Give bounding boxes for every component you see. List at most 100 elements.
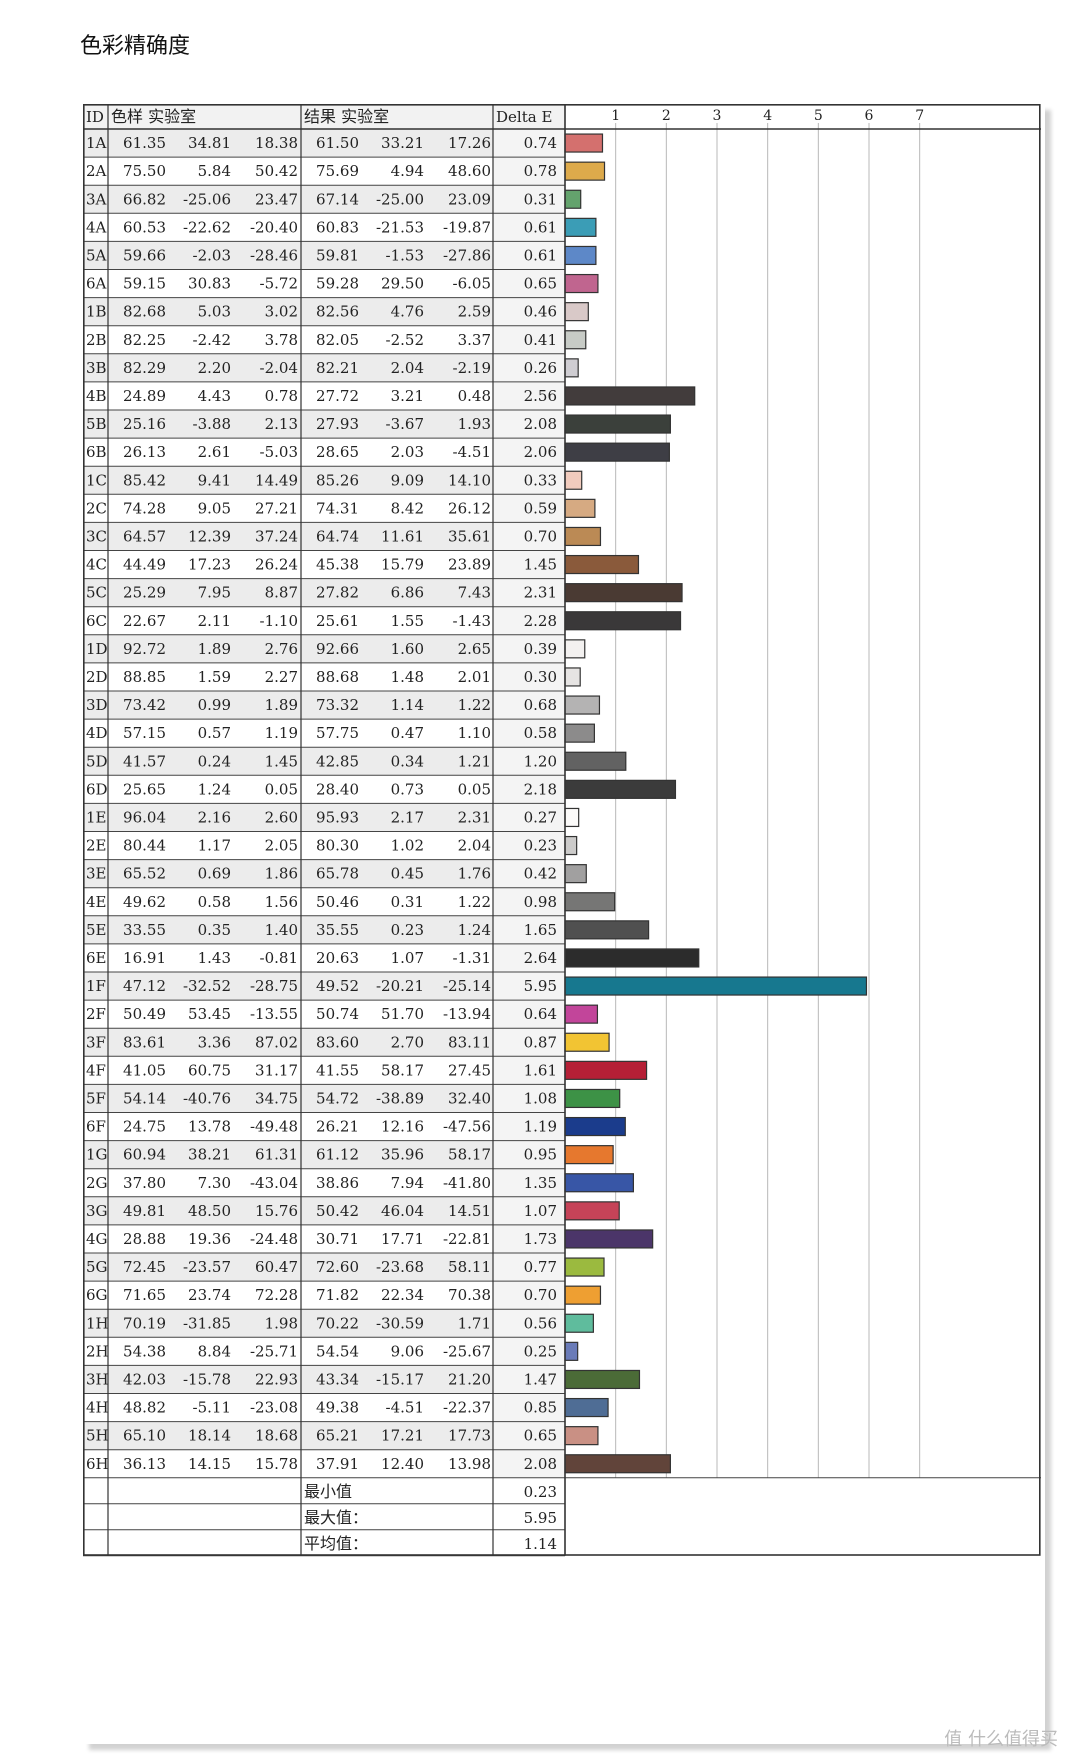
result-lab-value: 0.23	[391, 921, 424, 939]
delta-e-value: 1.73	[524, 1230, 557, 1248]
delta-cell-bg	[493, 157, 565, 186]
sample-lab-value: 22.67	[123, 612, 166, 630]
sample-lab-value: -32.52	[183, 977, 231, 995]
table-row-bg	[83, 494, 493, 523]
sample-lab-value: 48.50	[188, 1202, 231, 1220]
sample-lab-value: 23.47	[255, 190, 298, 208]
result-lab-value: 1.76	[458, 865, 491, 883]
sample-lab-value: 33.55	[123, 921, 166, 939]
row-id: 2H	[86, 1342, 109, 1360]
result-lab-value: 74.31	[316, 499, 359, 517]
result-lab-value: 23.89	[448, 556, 491, 574]
result-lab-value: 0.73	[391, 780, 424, 798]
sample-lab-value: 61.31	[255, 1146, 298, 1164]
delta-e-bar	[564, 948, 700, 968]
table-row-bg	[83, 1140, 493, 1169]
row-id: 3E	[86, 865, 107, 883]
delta-e-value: 0.30	[524, 668, 557, 686]
result-lab-value: -4.51	[386, 1399, 424, 1417]
result-lab-value: 95.93	[316, 809, 359, 827]
sample-lab-value: 59.15	[123, 275, 166, 293]
result-lab-value: 6.86	[391, 584, 424, 602]
sample-lab-value: 14.49	[255, 471, 298, 489]
delta-e-bar	[564, 217, 597, 237]
delta-cell-bg	[493, 1112, 565, 1141]
delta-cell-bg	[493, 438, 565, 467]
result-lab-value: 82.56	[316, 303, 359, 321]
delta-e-value: 2.06	[524, 443, 557, 461]
result-lab-value: 20.63	[316, 949, 359, 967]
delta-e-value: 0.65	[524, 275, 557, 293]
delta-cell-bg	[493, 1224, 565, 1253]
delta-e-bar	[564, 1145, 614, 1165]
sample-lab-value: 87.02	[255, 1033, 298, 1051]
sample-lab-value: 34.81	[188, 134, 231, 152]
delta-cell-bg	[493, 831, 565, 860]
delta-cell-bg	[493, 381, 565, 410]
delta-e-bar	[564, 189, 582, 209]
sample-lab-value: 2.20	[198, 359, 231, 377]
header-id: ID	[86, 108, 104, 126]
table-row-bg	[83, 1084, 493, 1113]
row-id: 4E	[86, 893, 107, 911]
sample-lab-value: 54.38	[123, 1342, 166, 1360]
table-row-bg	[83, 129, 493, 158]
result-lab-value: 71.82	[316, 1286, 359, 1304]
result-lab-value: -25.00	[376, 190, 424, 208]
row-id: 3G	[86, 1202, 108, 1220]
tick-label: 2	[662, 108, 671, 124]
result-lab-value: -38.89	[376, 1090, 424, 1108]
sample-lab-value: 72.45	[123, 1258, 166, 1276]
result-lab-value: 37.91	[316, 1455, 359, 1473]
table-row-bg	[83, 269, 493, 298]
delta-e-value: 0.31	[524, 190, 557, 208]
delta-e-value: 1.35	[524, 1174, 557, 1192]
row-id: 6B	[86, 443, 107, 461]
result-lab-value: 17.71	[381, 1230, 424, 1248]
delta-e-value: 2.18	[524, 780, 557, 798]
delta-cell-bg	[493, 1253, 565, 1282]
sample-lab-value: 1.45	[265, 752, 298, 770]
row-id: 1C	[86, 471, 107, 489]
delta-e-value: 1.07	[524, 1202, 557, 1220]
row-id: 4F	[86, 1061, 106, 1079]
row-id: 3B	[86, 359, 107, 377]
delta-e-value: 2.08	[524, 1455, 557, 1473]
delta-cell-bg	[493, 606, 565, 635]
result-lab-value: 32.40	[448, 1090, 491, 1108]
delta-e-value: 2.56	[524, 387, 557, 405]
delta-e-value: 1.61	[524, 1061, 557, 1079]
sample-lab-value: 73.42	[123, 696, 166, 714]
table-row-bg	[83, 1365, 493, 1394]
delta-e-bar	[564, 302, 589, 322]
table-row-bg	[83, 831, 493, 860]
result-lab-value: 72.60	[316, 1258, 359, 1276]
result-lab-value: 1.93	[458, 415, 491, 433]
result-lab-value: -47.56	[443, 1118, 491, 1136]
row-id: 2B	[86, 331, 107, 349]
result-lab-value: 0.31	[391, 893, 424, 911]
result-lab-value: 9.09	[391, 471, 424, 489]
result-lab-value: 50.46	[316, 893, 359, 911]
result-lab-value: 28.65	[316, 443, 359, 461]
sample-lab-value: 19.36	[188, 1230, 231, 1248]
sample-lab-value: 1.56	[265, 893, 298, 911]
sample-lab-value: 70.19	[123, 1314, 166, 1332]
sample-lab-value: 18.14	[188, 1427, 231, 1445]
result-lab-value: 27.45	[448, 1061, 491, 1079]
sample-lab-value: 3.78	[265, 331, 298, 349]
delta-e-bar	[564, 920, 650, 940]
row-id: 4H	[86, 1399, 109, 1417]
delta-cell-bg	[493, 1337, 565, 1366]
sample-lab-value: -28.46	[250, 247, 298, 265]
delta-e-bar	[564, 1032, 610, 1052]
sample-lab-value: 42.03	[123, 1371, 166, 1389]
row-id: 2F	[86, 1005, 106, 1023]
result-lab-value: 4.94	[391, 162, 424, 180]
delta-e-bar	[564, 1313, 594, 1333]
sample-lab-value: 65.10	[123, 1427, 166, 1445]
delta-e-bar	[564, 1060, 648, 1080]
result-lab-value: 43.34	[316, 1371, 359, 1389]
delta-cell-bg	[493, 943, 565, 972]
delta-e-value: 0.78	[524, 162, 557, 180]
